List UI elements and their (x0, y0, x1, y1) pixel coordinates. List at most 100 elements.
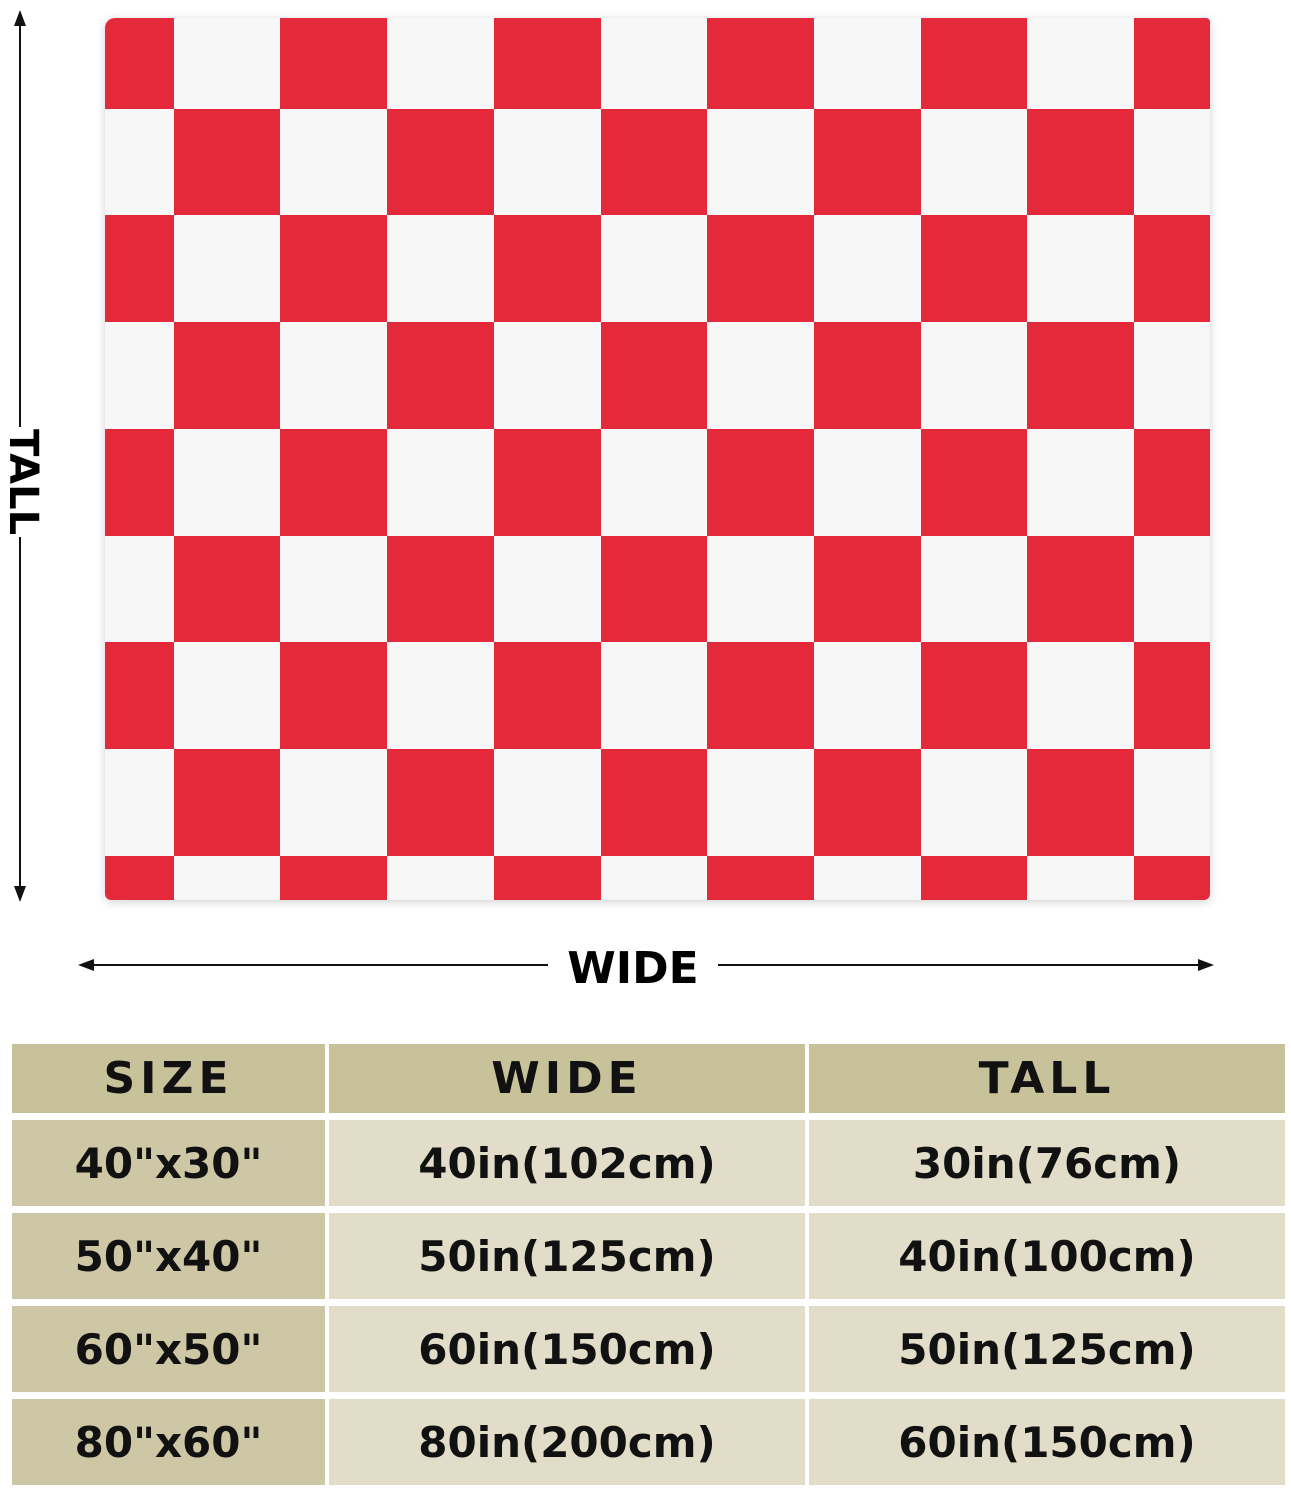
wide-cell: 60in(150cm) (329, 1306, 805, 1392)
white-square (600, 642, 708, 750)
red-square (105, 855, 174, 900)
red-square (813, 748, 921, 856)
red-square (173, 748, 281, 856)
arrow-left-icon (78, 959, 94, 971)
table-row: 50"x40" 50in(125cm) 40in(100cm) (12, 1213, 1285, 1299)
white-square (1134, 322, 1210, 430)
white-square (105, 322, 174, 430)
red-square (493, 855, 601, 900)
white-square (173, 642, 281, 750)
white-square (280, 748, 388, 856)
red-square (1027, 108, 1135, 216)
tall-cell: 60in(150cm) (809, 1399, 1285, 1485)
red-square (813, 535, 921, 643)
white-square (493, 748, 601, 856)
white-square (173, 428, 281, 536)
wide-cell: 80in(200cm) (329, 1399, 805, 1485)
white-square (813, 428, 921, 536)
red-square (280, 642, 388, 750)
red-square (1134, 215, 1210, 323)
header-tall: TALL (809, 1044, 1285, 1113)
white-square (105, 108, 174, 216)
tall-cell: 30in(76cm) (809, 1120, 1285, 1206)
white-square (493, 535, 601, 643)
white-square (280, 108, 388, 216)
size-chart-table: SIZE WIDE TALL 40"x30" 40in(102cm) 30in(… (8, 1037, 1289, 1492)
white-square (707, 748, 815, 856)
red-square (600, 748, 708, 856)
red-square (1134, 18, 1210, 109)
white-square (1027, 428, 1135, 536)
red-square (105, 642, 174, 750)
white-square (920, 108, 1028, 216)
red-square (1134, 855, 1210, 900)
red-square (387, 108, 495, 216)
size-cell: 60"x50" (12, 1306, 325, 1392)
red-square (280, 428, 388, 536)
white-square (173, 855, 281, 900)
tall-cell: 40in(100cm) (809, 1213, 1285, 1299)
red-square (707, 215, 815, 323)
white-square (493, 322, 601, 430)
size-cell: 50"x40" (12, 1213, 325, 1299)
white-square (813, 18, 921, 109)
white-square (1027, 855, 1135, 900)
white-square (173, 215, 281, 323)
red-square (813, 322, 921, 430)
white-square (1134, 535, 1210, 643)
red-square (1027, 748, 1135, 856)
red-square (493, 18, 601, 109)
table-row: 40"x30" 40in(102cm) 30in(76cm) (12, 1120, 1285, 1206)
red-square (173, 108, 281, 216)
wide-cell: 50in(125cm) (329, 1213, 805, 1299)
tall-cell: 50in(125cm) (809, 1306, 1285, 1392)
red-square (920, 642, 1028, 750)
red-square (707, 18, 815, 109)
red-square (600, 108, 708, 216)
red-square (600, 535, 708, 643)
size-cell: 80"x60" (12, 1399, 325, 1485)
red-square (387, 322, 495, 430)
white-square (920, 322, 1028, 430)
table-row: 80"x60" 80in(200cm) 60in(150cm) (12, 1399, 1285, 1485)
red-square (600, 322, 708, 430)
red-square (707, 855, 815, 900)
white-square (600, 428, 708, 536)
red-square (173, 322, 281, 430)
white-square (173, 18, 281, 109)
white-square (600, 18, 708, 109)
red-square (1027, 535, 1135, 643)
white-square (707, 322, 815, 430)
white-square (813, 855, 921, 900)
red-square (280, 215, 388, 323)
red-square (920, 18, 1028, 109)
arrow-up-icon (14, 10, 26, 26)
table-row: 60"x50" 60in(150cm) 50in(125cm) (12, 1306, 1285, 1392)
white-square (387, 215, 495, 323)
wide-cell: 40in(102cm) (329, 1120, 805, 1206)
red-square (920, 215, 1028, 323)
white-square (280, 535, 388, 643)
white-square (707, 108, 815, 216)
arrow-down-icon (14, 886, 26, 902)
red-square (105, 18, 174, 109)
white-square (280, 322, 388, 430)
header-wide: WIDE (329, 1044, 805, 1113)
red-square (105, 428, 174, 536)
white-square (600, 215, 708, 323)
white-square (1027, 215, 1135, 323)
red-square (493, 428, 601, 536)
red-square (1134, 642, 1210, 750)
size-cell: 40"x30" (12, 1120, 325, 1206)
white-square (813, 642, 921, 750)
white-square (387, 18, 495, 109)
red-square (280, 18, 388, 109)
white-square (387, 642, 495, 750)
red-square (387, 748, 495, 856)
white-square (707, 535, 815, 643)
white-square (600, 855, 708, 900)
red-square (1027, 322, 1135, 430)
red-square (920, 855, 1028, 900)
red-square (813, 108, 921, 216)
white-square (920, 535, 1028, 643)
